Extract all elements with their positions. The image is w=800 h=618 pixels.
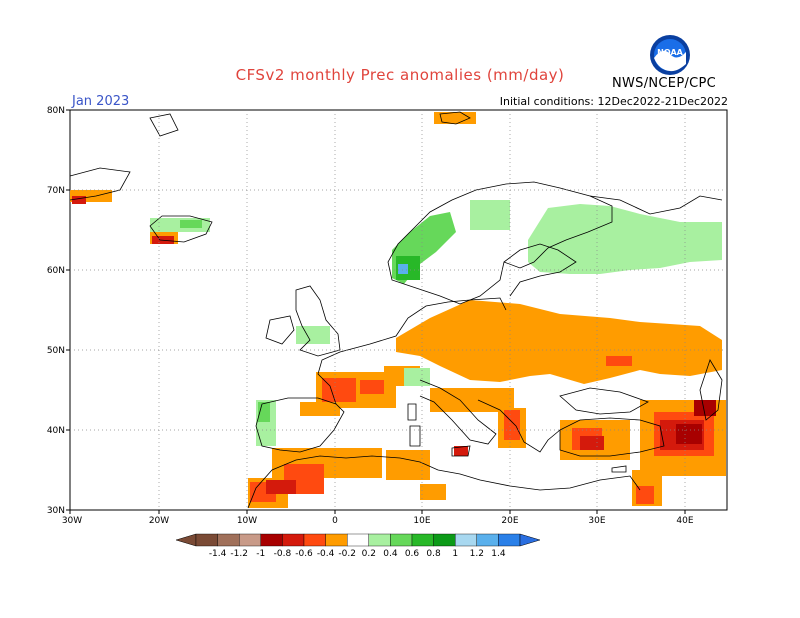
initial-conditions: Initial conditions: 12Dec2022-21Dec2022 [499,95,728,108]
colorbar-label: -1.4 [209,549,227,559]
lat-label: 80N [47,106,65,116]
lon-label: 20W [149,516,169,526]
colorbar-swatch [195,533,218,547]
colorbar-label: 1.2 [470,549,484,559]
lon-label: 10E [413,516,430,526]
colorbar-swatch [411,533,434,547]
lon-label: 20E [501,516,518,526]
graticule [70,110,727,510]
colorbar-swatch [303,533,326,547]
lon-label: 0 [332,516,338,526]
colorbar-swatch [455,533,478,547]
colorbar-swatch [325,533,348,547]
colorbar-label: -1 [256,549,265,559]
colorbar-label: -0.6 [295,549,313,559]
colorbar-label: 0.6 [405,549,420,559]
lat-label: 40N [47,426,65,436]
colorbar-swatch [498,533,521,547]
lon-label: 10W [237,516,257,526]
colorbar-label: 1 [452,549,458,559]
colorbar-swatch [347,533,370,547]
colorbar-label: -0.2 [338,549,356,559]
lat-label: 50N [47,346,65,356]
lon-label: 40E [676,516,693,526]
colorbar-swatch [390,533,413,547]
colorbar-label: -1.2 [230,549,248,559]
colorbar: -1.4 -1.2 -1 -0.8 -0.6 -0.4 -0.2 0.2 0.4 0.6 0.8 1 1… [175,533,541,559]
anomaly-shading [70,112,726,508]
agency-label: NWS/NCEP/CPC [612,76,717,91]
colorbar-swatch [282,533,305,547]
colorbar-swatch [238,533,261,547]
forecast-month: Jan 2023 [72,94,130,109]
lon-labels: 30W 20W 10W 0 10E 20E 30E 40E [62,516,694,526]
map-title: CFSv2 monthly Prec anomalies (mm/day) [235,66,565,84]
colorbar-high-arrow [519,533,541,547]
lon-label: 30E [588,516,605,526]
colorbar-swatch [368,533,391,547]
colorbar-swatch [476,533,499,547]
colorbar-swatch [260,533,283,547]
noaa-logo-icon: NOAA [650,35,690,75]
colorbar-low-arrow [175,533,197,547]
coastlines [69,111,723,509]
colorbar-label: -0.4 [317,549,335,559]
colorbar-label: 1.4 [491,549,506,559]
colorbar-swatch [433,533,456,547]
colorbar-label: 0.4 [383,549,398,559]
axis-ticks [66,109,686,514]
lat-label: 70N [47,186,65,196]
svg-text:NOAA: NOAA [657,48,683,57]
colorbar-swatch [217,533,240,547]
colorbar-label: 0.8 [426,549,441,559]
colorbar-label: 0.2 [362,549,376,559]
lat-label: 60N [47,266,65,276]
lat-labels: 80N 70N 60N 50N 40N 30N [47,106,65,516]
lat-label: 30N [47,506,65,516]
lon-label: 30W [62,516,82,526]
colorbar-label: -0.8 [274,549,292,559]
